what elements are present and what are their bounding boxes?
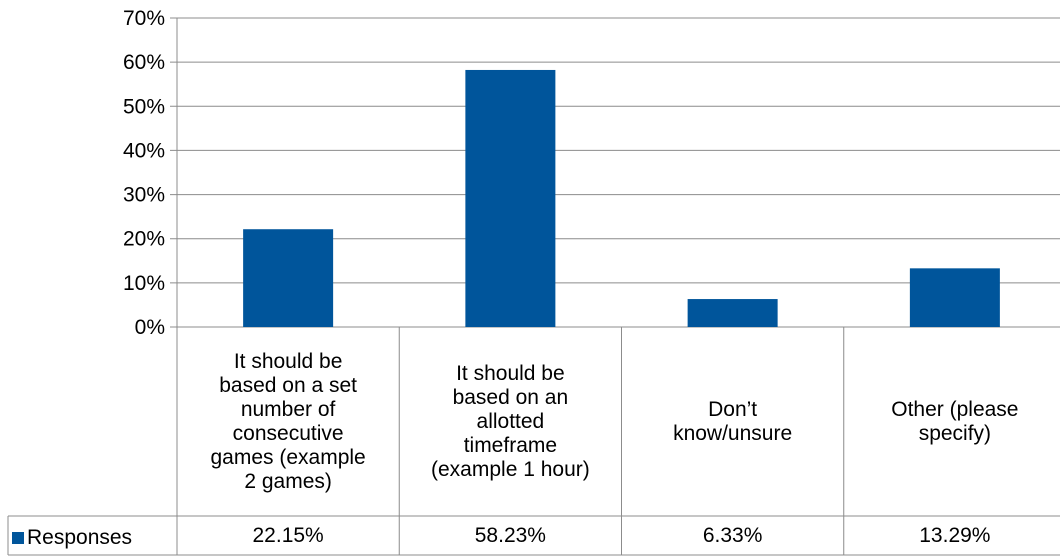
data-label: 22.15% (252, 523, 324, 547)
data-label: 13.29% (919, 523, 991, 547)
y-tick-label: 20% (123, 228, 165, 251)
y-tick-label: 50% (123, 95, 165, 118)
bar (465, 69, 556, 327)
y-tick-label: 70% (123, 7, 165, 30)
y-tick-label: 0% (135, 316, 165, 339)
category-label: Other (please specify) (891, 397, 1019, 445)
bar (687, 299, 778, 327)
legend-swatch (12, 532, 24, 544)
y-tick-label: 40% (123, 139, 165, 162)
bar (243, 229, 334, 327)
data-table-lines (7, 327, 1060, 556)
legend-entry: Responses (8, 521, 174, 555)
category-label: Don’t know/unsure (673, 397, 793, 445)
bars (243, 69, 1000, 327)
data-label: 6.33% (702, 523, 763, 547)
y-tick-label: 10% (123, 272, 165, 295)
y-axis-ticks: 0% 10% 20% 30% 40% 50% 60% 70% (123, 7, 165, 339)
bar (909, 268, 1000, 327)
y-tick-label: 30% (123, 184, 165, 207)
category-label: It should be based on an allotted timefr… (431, 361, 590, 481)
data-label: 58.23% (474, 523, 546, 547)
y-tick-label: 60% (123, 51, 165, 74)
legend-label: Responses (27, 526, 133, 549)
category-label: It should be based on a set number of co… (210, 349, 366, 493)
